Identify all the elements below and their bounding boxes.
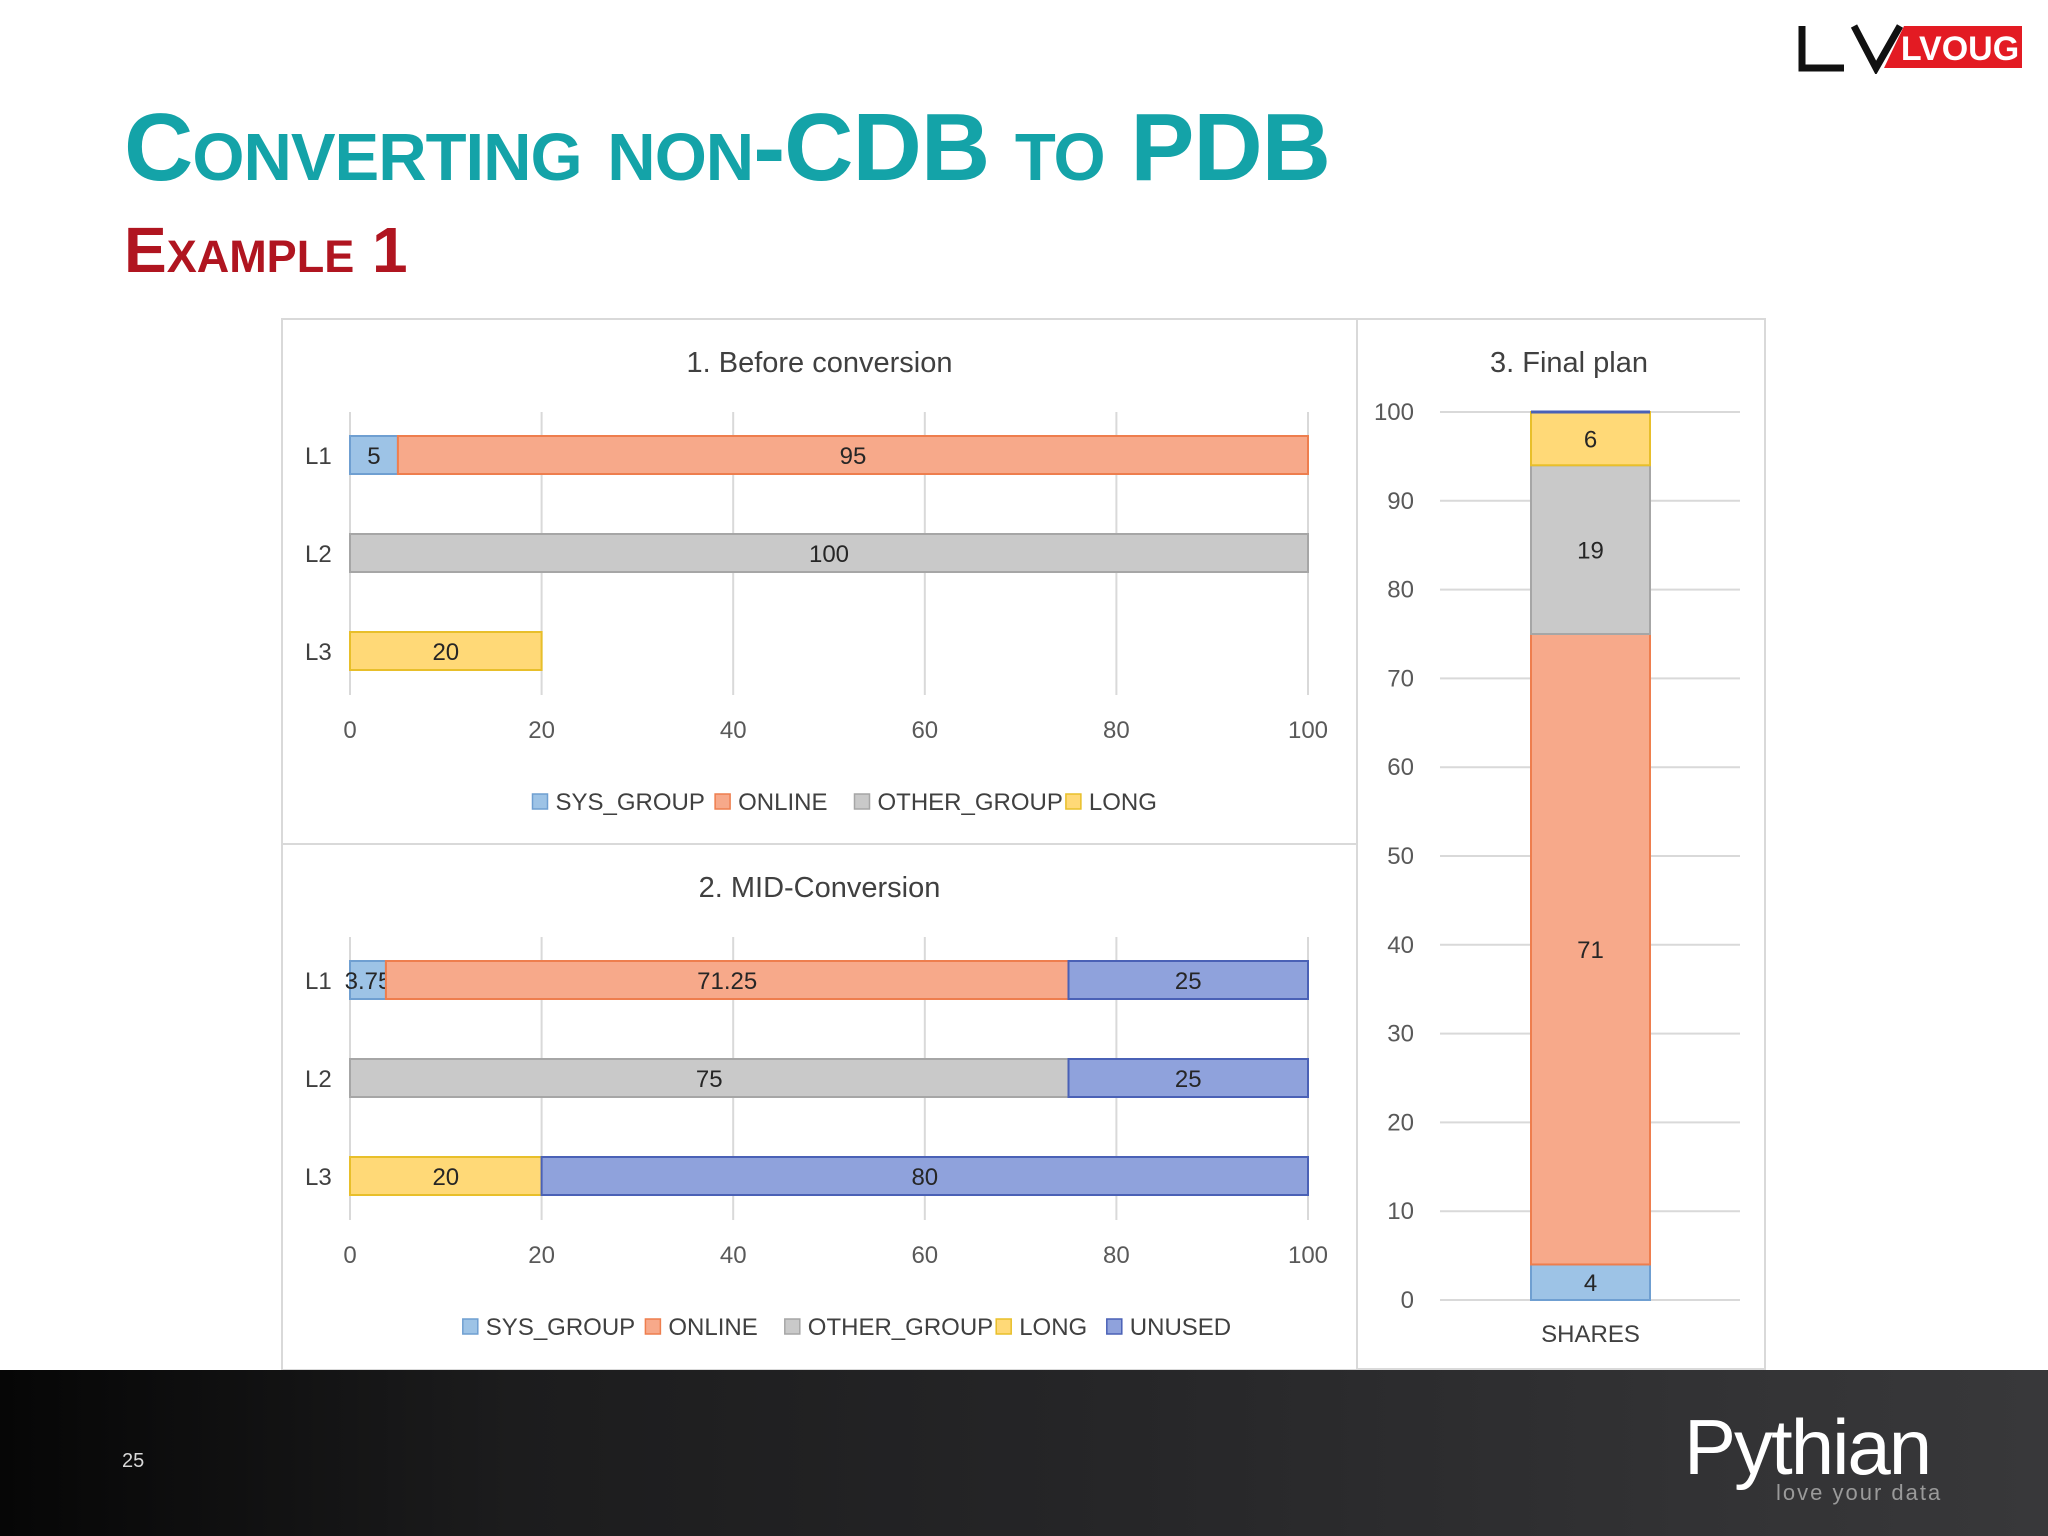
x-tick-label: 0 bbox=[343, 1242, 356, 1269]
data-label-sys-group: 4 bbox=[1584, 1270, 1597, 1297]
y-tick-label: 50 bbox=[1387, 843, 1414, 870]
lvoug-logo: LVOUG bbox=[1798, 24, 2022, 74]
legend-swatch-other-group bbox=[853, 793, 871, 810]
y-tick-label: 70 bbox=[1387, 665, 1414, 692]
lvoug-logo-text: LVOUG bbox=[1901, 30, 2019, 68]
data-label-other-group: 19 bbox=[1577, 538, 1604, 565]
y-tick-label: 40 bbox=[1387, 932, 1414, 959]
data-label-l1-sys-group: 3.75 bbox=[345, 968, 392, 995]
data-label-long: 6 bbox=[1584, 427, 1597, 454]
data-label-l2-other-group: 100 bbox=[809, 541, 849, 568]
legend-swatch-online bbox=[714, 793, 731, 810]
legend-swatch-sys-group bbox=[462, 1318, 479, 1335]
slide-subtitle: Example 1 bbox=[124, 214, 408, 286]
legend-swatch-long bbox=[995, 1318, 1012, 1335]
chart-mid-conversion: 2. MID-Conversion 0 20 40 60 80 100 L1 3.75 71.25… bbox=[281, 843, 1358, 1371]
x-tick-label: 80 bbox=[1103, 717, 1130, 744]
pythian-logo: Pythian love your data bbox=[1684, 1403, 1954, 1510]
legend-label-other-group: OTHER_GROUP bbox=[808, 1314, 993, 1341]
category-label-shares: SHARES bbox=[1541, 1321, 1640, 1348]
legend-label-long: LONG bbox=[1089, 789, 1157, 816]
chart-title: 2. MID-Conversion bbox=[699, 872, 941, 904]
x-tick-label: 100 bbox=[1288, 717, 1328, 744]
x-tick-label: 0 bbox=[343, 717, 356, 744]
data-label-l3-long: 20 bbox=[432, 1164, 459, 1191]
chart-final-plan: 3. Final plan 0 10 20 30 40 50 60 70 80 90 100 4 71 19… bbox=[1356, 318, 1766, 1370]
legend-label-other-group: OTHER_GROUP bbox=[878, 789, 1063, 816]
x-tick-label: 60 bbox=[911, 717, 938, 744]
category-label-l2: L2 bbox=[305, 1066, 332, 1093]
bar-l3-long bbox=[349, 631, 543, 671]
category-label-l2: L2 bbox=[305, 541, 332, 568]
data-label-online: 71 bbox=[1577, 937, 1604, 964]
data-label-l2-unused: 25 bbox=[1175, 1066, 1202, 1093]
data-label-l2-other-group: 75 bbox=[696, 1066, 723, 1093]
bar-l3-unused bbox=[540, 1156, 1310, 1196]
chart-final-svg: 3. Final plan 0 10 20 30 40 50 60 70 80 90 100 4 71 19… bbox=[1374, 347, 1740, 1348]
legend-swatch-online bbox=[644, 1318, 662, 1335]
data-label-l1-online: 71.25 bbox=[697, 968, 757, 995]
x-tick-label: 20 bbox=[528, 717, 555, 744]
y-tick-label: 10 bbox=[1387, 1198, 1414, 1225]
y-tick-label: 80 bbox=[1387, 577, 1414, 604]
pythian-logo-wordmark: Pythian bbox=[1684, 1403, 1932, 1491]
y-tick-label: 20 bbox=[1387, 1109, 1414, 1136]
bar-l2-unused bbox=[1067, 1058, 1309, 1098]
bar-shares-online bbox=[1530, 633, 1651, 1266]
x-tick-label: 40 bbox=[720, 717, 747, 744]
legend-swatch-sys-group bbox=[531, 793, 549, 810]
category-label-l1: L1 bbox=[305, 443, 332, 470]
bar-l1-sys-group bbox=[349, 960, 387, 1000]
legend-label-unused: UNUSED bbox=[1130, 1314, 1231, 1341]
legend-swatch-unused bbox=[1106, 1318, 1123, 1335]
chart-before-svg: 1. Before conversion 0 20 40 60 80 100 L1 5 95 L2 1… bbox=[305, 347, 1328, 816]
footer-bar bbox=[0, 1370, 2048, 1536]
bar-l1-online bbox=[396, 435, 1309, 475]
legend-label-sys-group: SYS_GROUP bbox=[486, 1314, 635, 1341]
y-tick-label: 90 bbox=[1387, 488, 1414, 515]
legend-swatch-long bbox=[1065, 793, 1082, 810]
legend-label-online: ONLINE bbox=[668, 1314, 757, 1341]
page-number: 25 bbox=[122, 1450, 145, 1472]
bar-l1-online bbox=[384, 960, 1070, 1000]
data-label-l1-online: 95 bbox=[840, 443, 867, 470]
x-tick-label: 60 bbox=[911, 1242, 938, 1269]
y-tick-label: 30 bbox=[1387, 1021, 1414, 1048]
bar-l1-sys-group bbox=[349, 435, 399, 475]
bar-l2-other-group bbox=[349, 533, 1309, 573]
data-label-l3-unused: 80 bbox=[911, 1164, 938, 1191]
y-tick-label: 60 bbox=[1387, 754, 1414, 781]
legend-label-long: LONG bbox=[1019, 1314, 1087, 1341]
legend-swatch-other-group bbox=[784, 1318, 801, 1335]
category-label-l1: L1 bbox=[305, 968, 332, 995]
pythian-logo-tagline: love your data bbox=[1776, 1480, 1943, 1505]
slide-title: Converting non-CDB to PDB bbox=[124, 94, 1331, 201]
chart-mid-svg: 2. MID-Conversion 0 20 40 60 80 100 L1 3.75 71.25… bbox=[305, 872, 1328, 1341]
bar-shares-other-group bbox=[1530, 464, 1651, 635]
bar-l1-unused bbox=[1067, 960, 1309, 1000]
x-tick-label: 20 bbox=[528, 1242, 555, 1269]
legend-label-sys-group: SYS_GROUP bbox=[556, 789, 705, 816]
x-tick-label: 100 bbox=[1288, 1242, 1328, 1269]
y-tick-label: 100 bbox=[1374, 399, 1414, 426]
bar-l3-long bbox=[349, 1156, 543, 1196]
x-tick-label: 40 bbox=[720, 1242, 747, 1269]
category-label-l3: L3 bbox=[305, 1164, 332, 1191]
chart-before-conversion: 1. Before conversion 0 20 40 60 80 100 L1 5 95 L2 1… bbox=[281, 318, 1358, 845]
category-label-l3: L3 bbox=[305, 639, 332, 666]
y-tick-label: 0 bbox=[1401, 1287, 1414, 1314]
data-label-l3-long: 20 bbox=[432, 639, 459, 666]
x-tick-label: 80 bbox=[1103, 1242, 1130, 1269]
data-label-l1-unused: 25 bbox=[1175, 968, 1202, 995]
chart-title: 1. Before conversion bbox=[687, 347, 953, 379]
legend-label-online: ONLINE bbox=[738, 789, 827, 816]
data-label-l1-sys-group: 5 bbox=[367, 443, 380, 470]
chart-title: 3. Final plan bbox=[1490, 347, 1648, 379]
